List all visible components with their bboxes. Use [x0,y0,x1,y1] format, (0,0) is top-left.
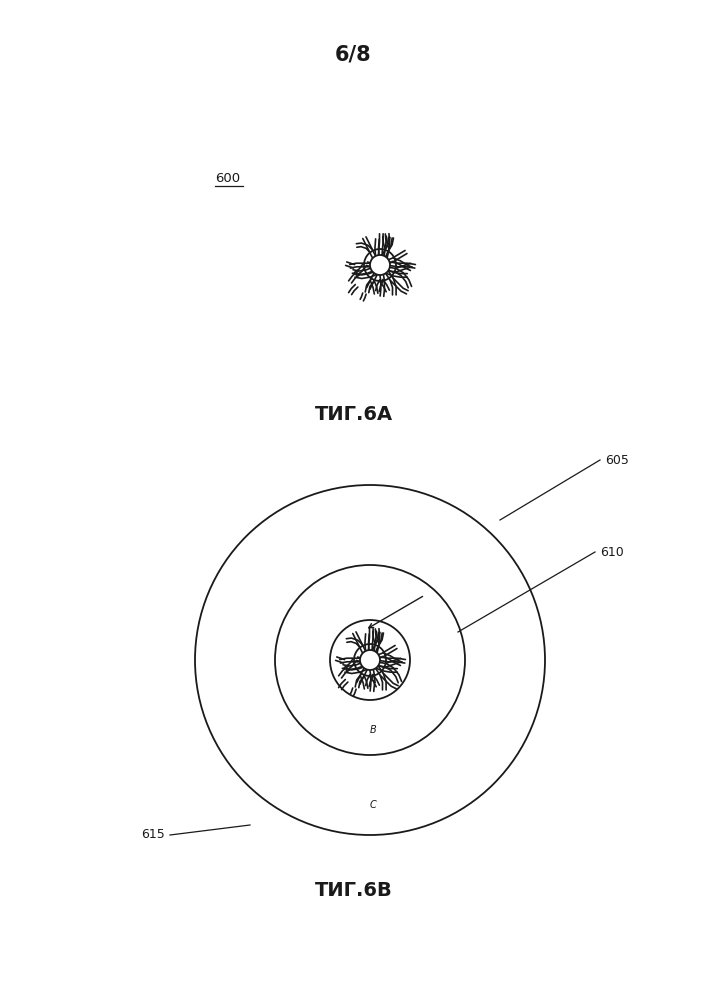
Text: 6/8: 6/8 [335,45,372,65]
Text: ΤИГ.6А: ΤИГ.6А [315,406,392,424]
Text: A: A [370,675,376,685]
Circle shape [370,255,390,275]
Text: B: B [370,725,376,735]
Text: C: C [370,800,376,810]
Text: 610: 610 [600,546,624,558]
Text: ΤИГ.6В: ΤИГ.6В [315,880,392,900]
Text: 605: 605 [605,454,629,466]
Circle shape [360,650,380,670]
Text: 615: 615 [141,828,165,842]
Text: 600: 600 [215,172,240,185]
